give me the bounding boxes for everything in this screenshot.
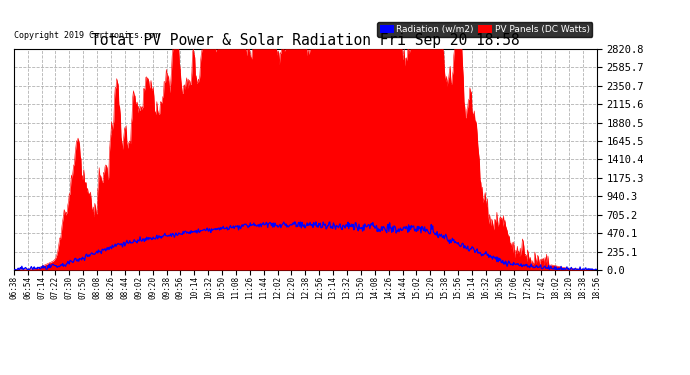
Title: Total PV Power & Solar Radiation Fri Sep 20 18:58: Total PV Power & Solar Radiation Fri Sep…	[91, 33, 520, 48]
Legend: Radiation (w/m2), PV Panels (DC Watts): Radiation (w/m2), PV Panels (DC Watts)	[377, 22, 592, 37]
Text: Copyright 2019 Cartronics.com: Copyright 2019 Cartronics.com	[14, 31, 159, 40]
